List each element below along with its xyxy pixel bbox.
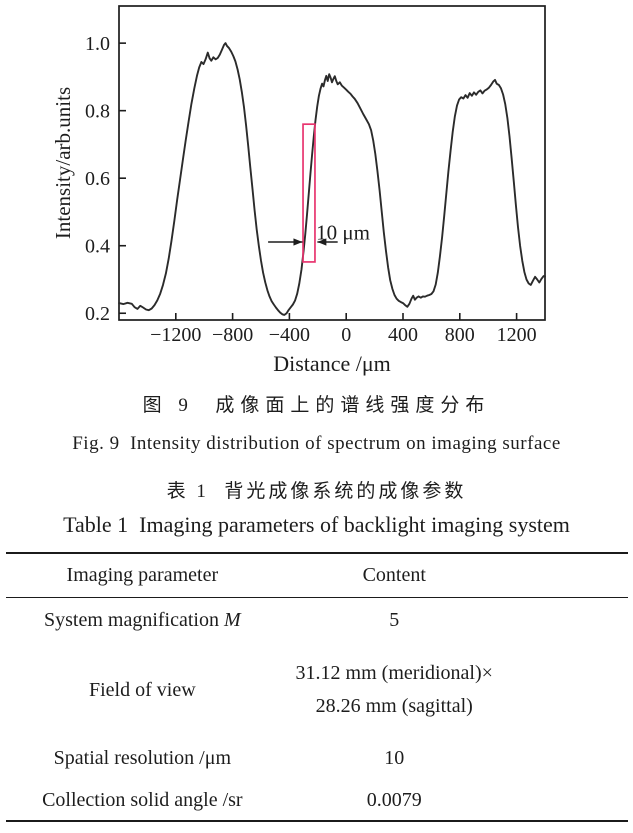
header-spacer bbox=[509, 553, 627, 597]
table-caption-en: Table 1 Imaging parameters of backlight … bbox=[63, 512, 570, 537]
figure-caption-zh: 图 9 成像面上的谱线强度分布 bbox=[142, 395, 491, 416]
param-symbol: M bbox=[223, 609, 241, 632]
content-cell: 31.12 mm (meridional)× 28.26 mm (sagitta… bbox=[279, 644, 509, 736]
plot-frame bbox=[118, 5, 546, 321]
x-tick-label: −800 bbox=[212, 324, 253, 346]
intensity-curve bbox=[118, 42, 546, 316]
x-tick-label: 0 bbox=[341, 324, 351, 346]
resolution-annotation-label: 10 μm bbox=[316, 221, 370, 245]
content-cell: 0.0079 bbox=[366, 789, 422, 811]
y-tick-label: 0.8 bbox=[85, 101, 110, 123]
table-header-row: Imaging parameter Content bbox=[5, 553, 628, 597]
x-tick-label: −1200 bbox=[150, 324, 201, 346]
param-cell: System magnification M bbox=[44, 609, 241, 632]
header-content: Content bbox=[362, 563, 426, 586]
table-row: Field of view 31.12 mm (meridional)× 28.… bbox=[6, 644, 628, 736]
param-cell: Field of view bbox=[89, 678, 196, 701]
param-cell: Collection solid angle /sr bbox=[42, 789, 243, 811]
intensity-distribution-chart: −1200 −800 −400 0 400 800 1200 0.2 0.4 0.6 0.8 1.0 D… bbox=[51, 5, 546, 376]
content-cell: 10 bbox=[384, 747, 405, 769]
x-tick-label: −400 bbox=[269, 324, 310, 346]
x-axis-title: Distance /μm bbox=[273, 351, 391, 376]
x-tick-label: 400 bbox=[388, 324, 418, 346]
table-row: Collection solid angle /sr 0.0079 bbox=[6, 781, 628, 821]
content-line: 31.12 mm (meridional)× bbox=[295, 662, 493, 684]
content-line: 28.26 mm (sagittal) bbox=[315, 695, 473, 717]
param-cell: Spatial resolution /μm bbox=[53, 747, 232, 769]
x-tick-label: 800 bbox=[445, 324, 475, 346]
dimension-arrow-head bbox=[293, 238, 303, 246]
content-cell: 5 bbox=[389, 609, 400, 632]
y-tick-label: 0.6 bbox=[85, 168, 110, 190]
table-row: Spatial resolution /μm 10 bbox=[6, 736, 628, 781]
y-tick-label: 0.2 bbox=[85, 303, 110, 325]
figure-caption-en: Fig. 9 Intensity distribution of spectru… bbox=[72, 433, 561, 454]
y-tick-label: 0.4 bbox=[85, 236, 110, 258]
y-tick-label: 1.0 bbox=[85, 33, 110, 55]
x-tick-label: 1200 bbox=[497, 324, 537, 346]
header-imaging-parameter: Imaging parameter bbox=[66, 563, 219, 586]
dimension-arrow-head bbox=[317, 238, 327, 246]
table-caption-zh: 表 1 背光成像系统的成像参数 bbox=[166, 481, 467, 502]
resolution-marker-rect bbox=[302, 123, 316, 263]
imaging-parameters-table: Imaging parameter Content System magnifi… bbox=[5, 552, 628, 822]
y-axis-title: Intensity/arb.units bbox=[51, 87, 75, 239]
table-row: System magnification M 5 bbox=[6, 597, 628, 644]
